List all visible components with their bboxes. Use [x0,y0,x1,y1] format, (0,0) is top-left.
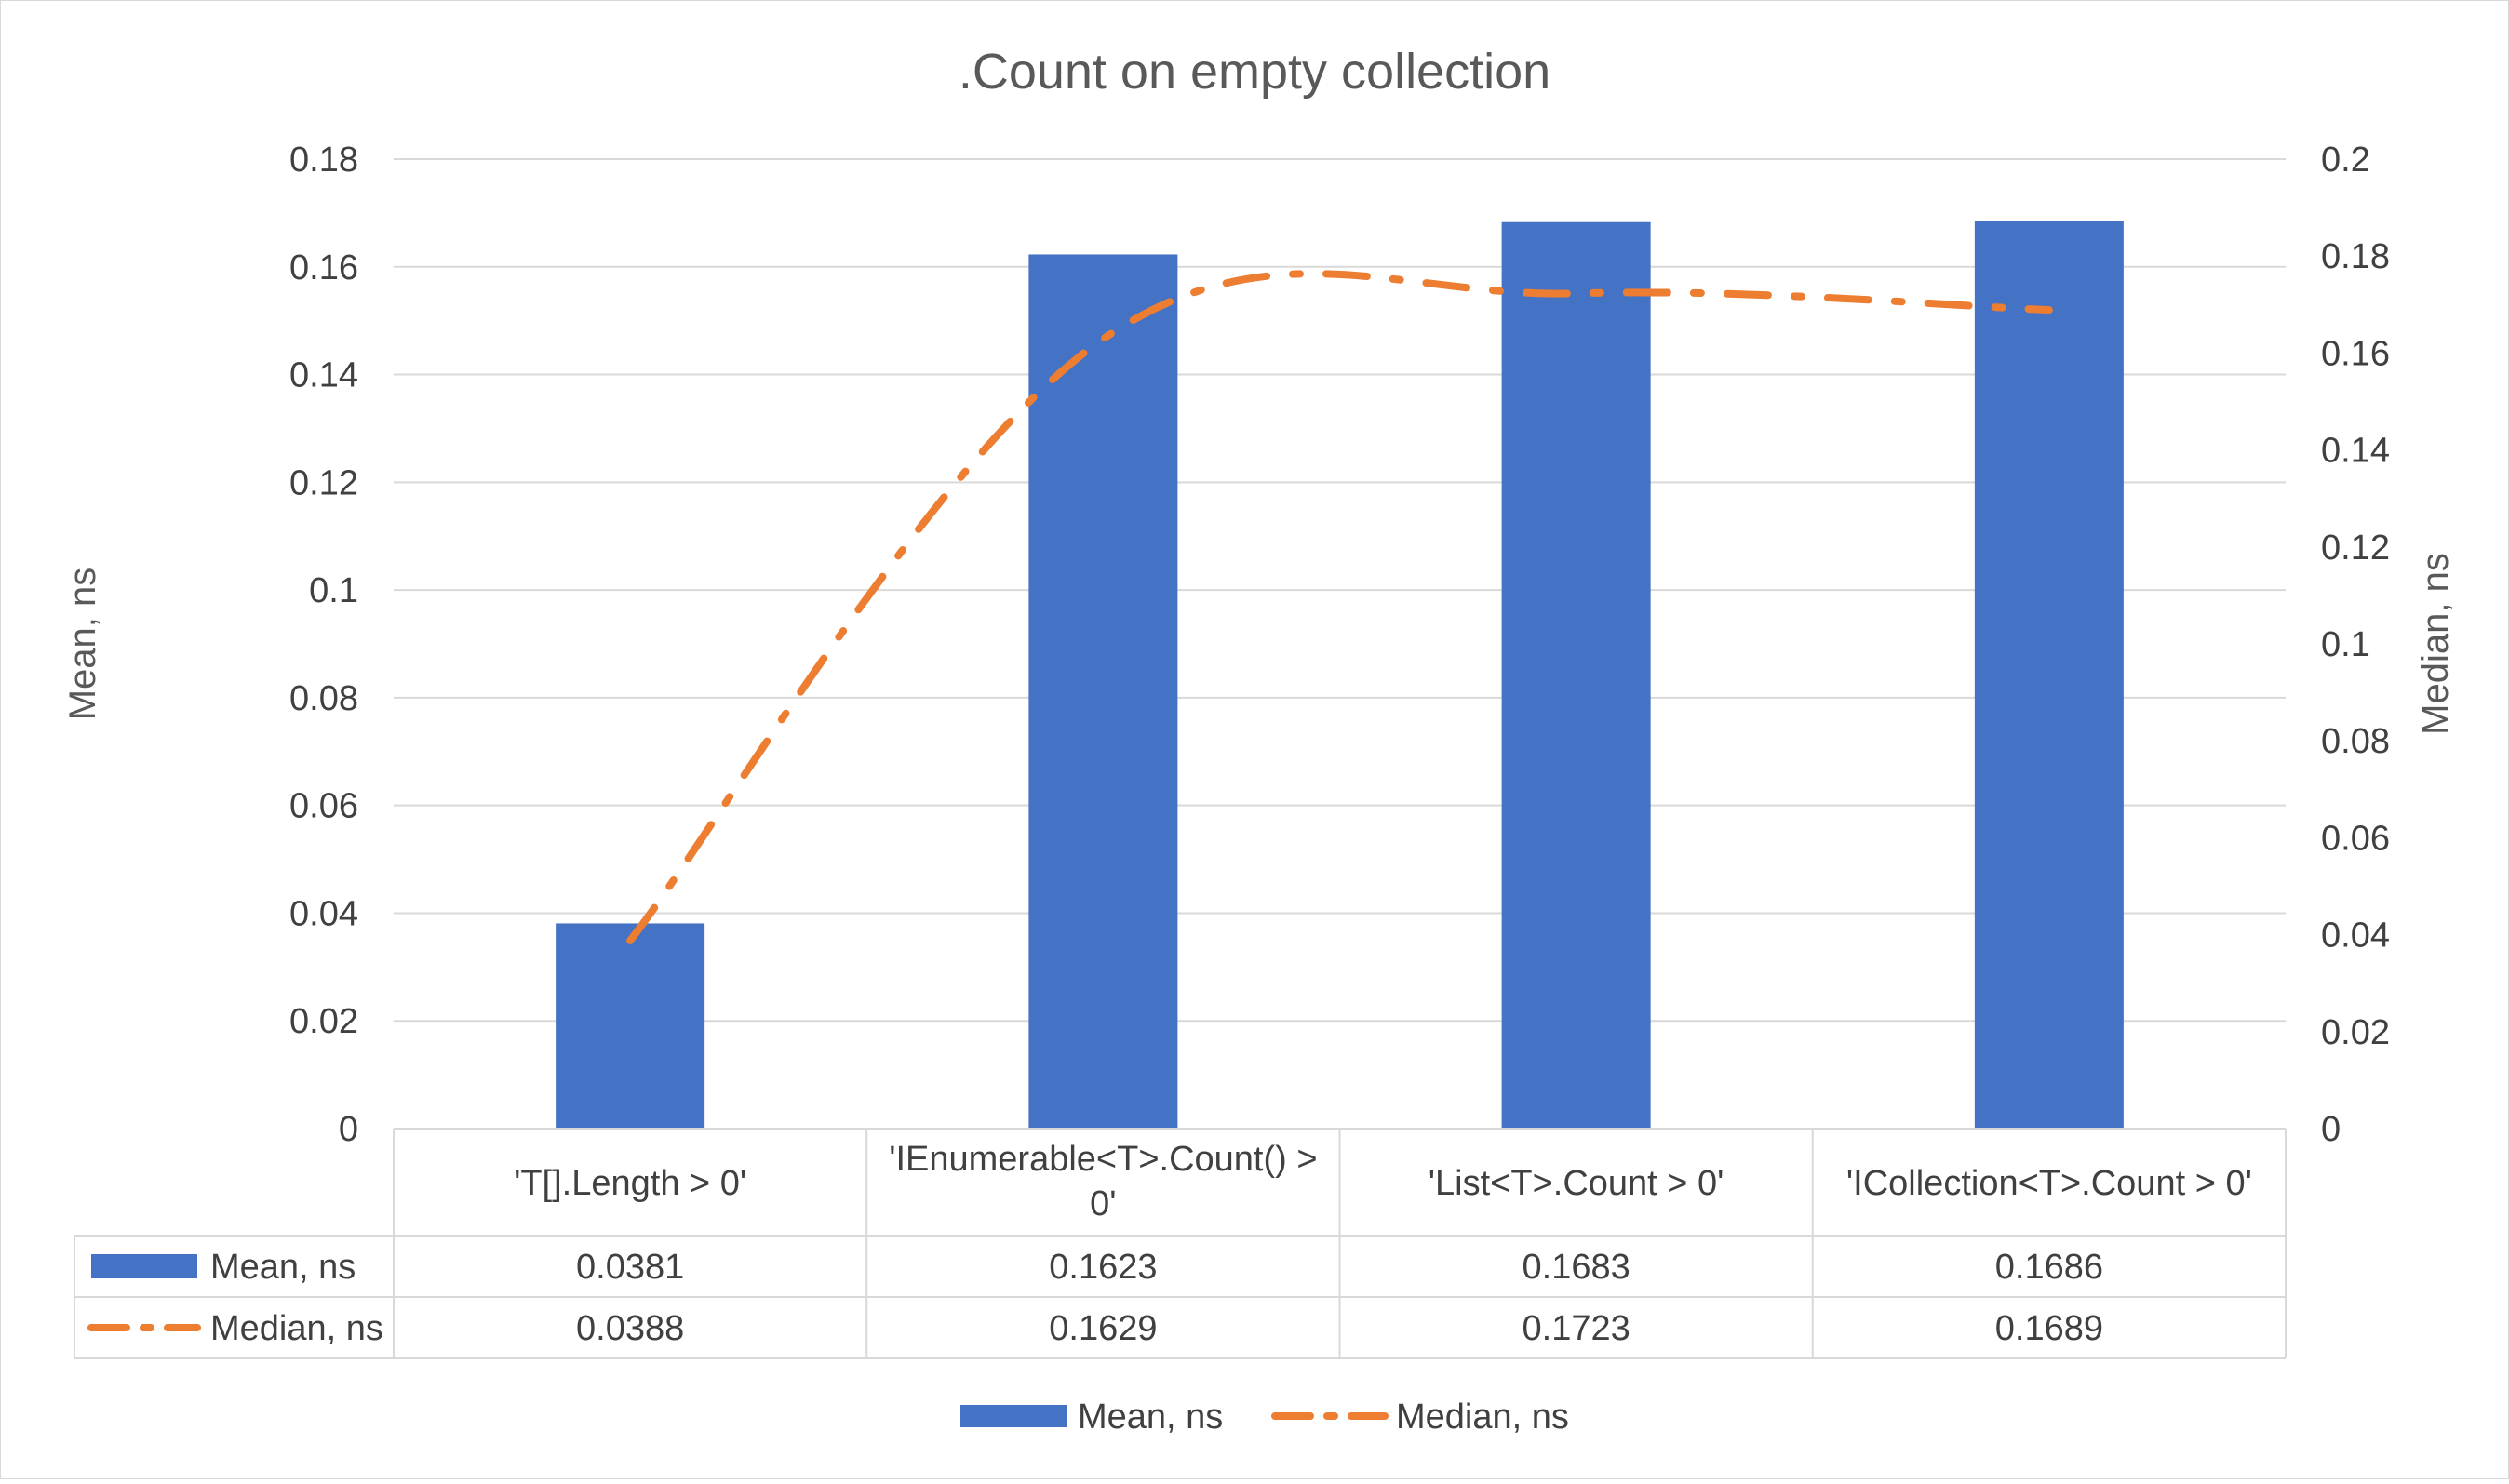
chart-title: .Count on empty collection [959,44,1550,100]
data-label: 0.1689 [1995,1309,2103,1348]
y-right-tick-label: 0.18 [2321,237,2390,276]
data-table: 'T[].Length > 0' 'IEnumerable<T>.Count() … [74,1128,2287,1359]
y-left-tick-label: 0.1 [309,571,358,610]
legend-key-mean [960,1405,1067,1427]
category-label: 'ICollection<T>.Count > 0' [1846,1164,2252,1203]
y-axis-left-title: Mean, ns [62,568,103,721]
y-right-tick-label: 0.12 [2321,528,2390,568]
category-label: 'List<T>.Count > 0' [1429,1164,1724,1203]
bar-series-mean [556,220,2124,1130]
data-label: 0.0388 [576,1309,684,1348]
y-left-tick-label: 0.18 [289,140,358,180]
y-right-tick-label: 0.14 [2321,432,2390,471]
y-right-tick-label: 0.2 [2321,140,2370,180]
y-right-tick-label: 0.04 [2321,916,2390,956]
y-left-tick-label: 0 [339,1110,358,1149]
data-label: 0.1629 [1049,1309,1157,1348]
data-label: 0.1686 [1995,1248,2103,1287]
y-axis-right: 0 0.02 0.04 0.06 0.08 0.1 0.12 0.14 0.16 0.18 0.2 [2321,140,2390,1149]
median-line [626,270,2053,944]
y-right-tick-label: 0 [2321,1110,2341,1149]
category-label: 'T[].Length > 0' [514,1164,746,1203]
category-label: 'IEnumerable<T>.Count() > [889,1140,1317,1179]
y-right-tick-label: 0.06 [2321,819,2390,858]
gridlines [394,158,2286,1023]
data-label: 0.0381 [576,1248,684,1287]
data-label: 0.1683 [1523,1248,1630,1287]
data-label: 0.1623 [1049,1248,1157,1287]
y-left-tick-label: 0.08 [289,679,358,718]
y-right-tick-label: 0.16 [2321,334,2390,373]
table-key-mean [91,1254,197,1278]
data-label: 0.1723 [1523,1309,1630,1348]
y-axis-left: 0 0.02 0.04 0.06 0.08 0.1 0.12 0.14 0.16 0.18 [289,140,358,1149]
y-left-tick-label: 0.06 [289,787,358,826]
y-right-tick-label: 0.02 [2321,1013,2390,1052]
category-label: 0' [1090,1184,1116,1223]
legend: Mean, ns Median, ns [960,1397,1569,1437]
line-series-median [626,270,2053,944]
bar [556,923,705,1129]
table-row-label: Median, ns [210,1309,383,1348]
y-left-tick-label: 0.16 [289,248,358,287]
y-axis-right-title: Median, ns [2415,553,2456,735]
y-right-tick-label: 0.1 [2321,625,2370,664]
legend-label-mean: Mean, ns [1078,1397,1223,1437]
y-right-tick-label: 0.08 [2321,722,2390,761]
legend-label-median: Median, ns [1396,1397,1569,1437]
y-left-tick-label: 0.12 [289,463,358,502]
y-left-tick-label: 0.02 [289,1002,358,1041]
y-left-tick-label: 0.14 [289,356,358,395]
table-row-label: Mean, ns [210,1248,356,1287]
y-left-tick-label: 0.04 [289,894,358,933]
bar [1501,221,1651,1130]
bar [1974,220,2124,1129]
bar [1028,254,1178,1129]
